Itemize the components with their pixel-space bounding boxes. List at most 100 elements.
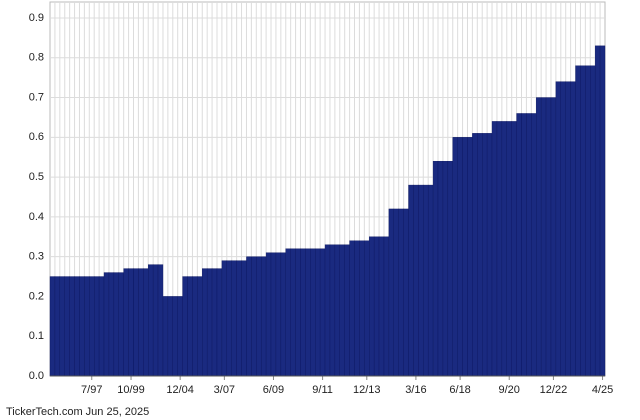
- bar: [216, 268, 223, 377]
- bar: [177, 296, 183, 377]
- bar: [594, 45, 601, 377]
- bar: [545, 97, 552, 377]
- y-tick-label: 0.5: [29, 171, 44, 183]
- bar: [290, 248, 296, 377]
- bar: [590, 65, 596, 377]
- bar: [452, 137, 458, 377]
- bar: [393, 208, 399, 377]
- bar: [187, 276, 193, 377]
- bar: [339, 244, 345, 377]
- bar: [108, 272, 115, 377]
- bar: [403, 208, 409, 377]
- bar: [89, 276, 95, 377]
- bar: [565, 81, 571, 377]
- bar: [305, 248, 311, 377]
- bar: [467, 137, 473, 377]
- bar: [94, 276, 100, 377]
- bar: [59, 276, 65, 377]
- bar: [251, 256, 257, 377]
- bar: [236, 260, 242, 377]
- x-tick-label: 3/07: [214, 384, 235, 396]
- x-tick-label: 3/16: [405, 384, 426, 396]
- bar: [64, 276, 70, 377]
- bar: [74, 276, 80, 377]
- bar: [167, 296, 173, 377]
- bar: [275, 252, 282, 377]
- bar: [555, 81, 561, 377]
- bar: [359, 240, 365, 377]
- bar: [265, 252, 272, 377]
- bar: [432, 160, 439, 377]
- bar: [560, 81, 566, 377]
- bar: [285, 248, 291, 377]
- x-tick-label: 7/97: [81, 384, 102, 396]
- bar: [143, 268, 149, 377]
- bar: [241, 260, 247, 377]
- bar: [472, 133, 478, 377]
- bar: [408, 184, 414, 377]
- bar: [457, 137, 463, 377]
- bar: [349, 240, 355, 377]
- bar: [477, 133, 483, 377]
- bar: [113, 272, 119, 377]
- bar: [398, 208, 404, 377]
- bar: [413, 184, 419, 377]
- x-tick-label: 4/25: [592, 384, 613, 396]
- bar: [378, 236, 385, 377]
- bar: [133, 268, 139, 377]
- bar: [516, 113, 522, 377]
- bar: [49, 276, 56, 377]
- bar: [550, 97, 557, 377]
- y-tick-label: 0.6: [29, 131, 44, 143]
- bar: [599, 45, 606, 377]
- y-tick-label: 0.3: [29, 251, 44, 263]
- bar: [354, 240, 360, 377]
- bar: [319, 248, 326, 377]
- bar: [442, 160, 449, 377]
- bar: [585, 65, 591, 377]
- bar: [202, 268, 208, 377]
- bar: [295, 248, 301, 377]
- bar: [531, 113, 537, 377]
- bar: [540, 97, 547, 377]
- bar: [329, 244, 336, 377]
- x-tick-label: 12/04: [166, 384, 194, 396]
- bar: [260, 256, 267, 377]
- bar: [491, 121, 498, 377]
- bar: [54, 276, 61, 377]
- bar: [462, 137, 468, 377]
- bar: [152, 264, 159, 377]
- bar: [256, 256, 262, 377]
- bar: [123, 268, 129, 377]
- footer: TickerTech.com Jun 25, 2025: [6, 406, 149, 418]
- bar: [138, 268, 144, 377]
- x-tick-label: 12/22: [540, 384, 568, 396]
- bar: [418, 184, 424, 377]
- bar: [364, 240, 370, 377]
- bar: [98, 276, 105, 377]
- y-tick-label: 0.7: [29, 91, 44, 103]
- y-tick-label: 0.4: [29, 211, 44, 223]
- bar: [447, 160, 453, 377]
- y-tick-label: 0.2: [29, 290, 44, 302]
- bar: [128, 268, 134, 377]
- bar: [162, 296, 169, 377]
- bar: [496, 121, 503, 377]
- bar: [79, 276, 85, 377]
- bar: [182, 276, 188, 377]
- bar: [231, 260, 237, 377]
- bar: [69, 276, 75, 377]
- y-tick-label: 0.8: [29, 52, 44, 64]
- bar: [506, 121, 512, 377]
- bar: [324, 244, 331, 377]
- bar: [334, 244, 340, 377]
- bar: [118, 272, 124, 377]
- bar: [226, 260, 232, 377]
- bar: [246, 256, 252, 377]
- y-tick-label: 0.9: [29, 12, 44, 24]
- bar: [383, 236, 390, 377]
- bar: [501, 121, 507, 377]
- bar: [580, 65, 586, 377]
- bar: [315, 248, 321, 377]
